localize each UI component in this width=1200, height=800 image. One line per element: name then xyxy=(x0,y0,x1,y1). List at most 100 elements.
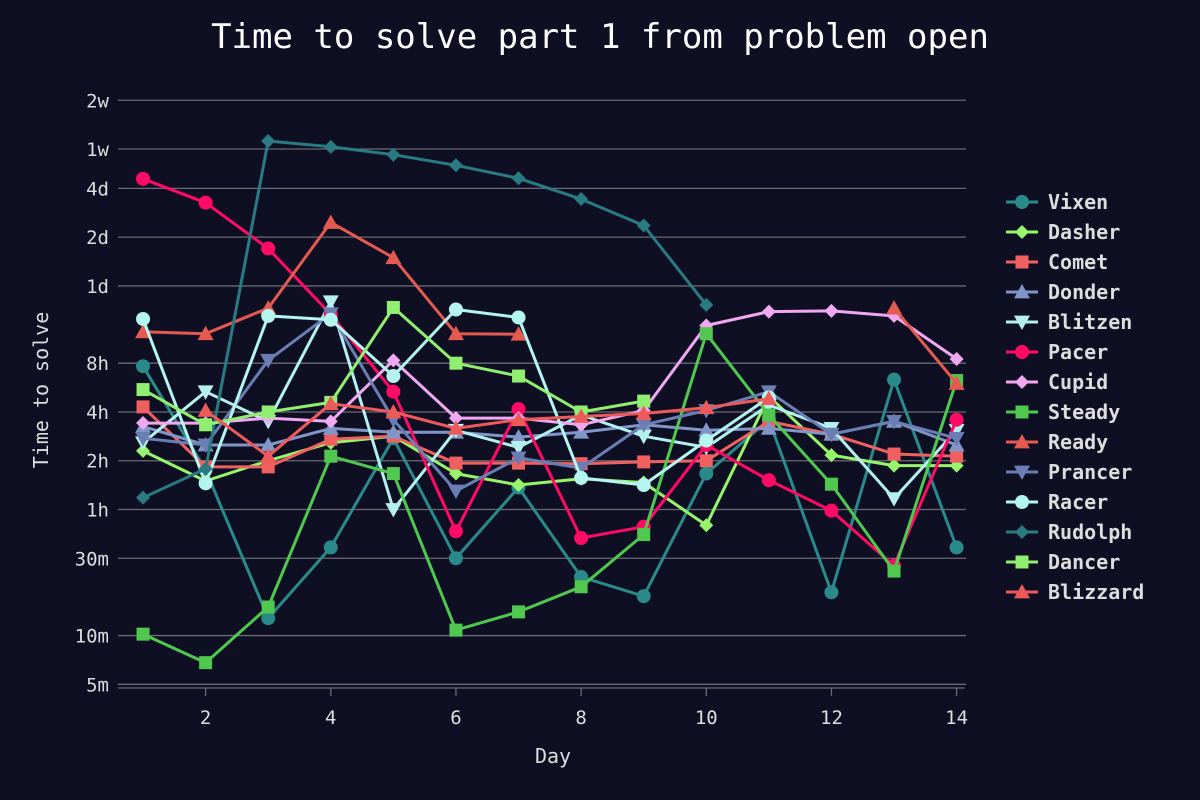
data-point xyxy=(448,466,463,481)
data-point xyxy=(512,605,526,619)
data-point xyxy=(448,551,463,566)
data-point xyxy=(323,139,338,154)
legend-item: Vixen xyxy=(1006,190,1108,214)
data-point xyxy=(511,477,526,492)
data-point xyxy=(761,473,776,488)
legend-marker xyxy=(1014,284,1030,299)
legend-marker xyxy=(1015,495,1029,509)
data-point xyxy=(385,503,402,518)
data-point xyxy=(197,402,214,417)
data-point xyxy=(199,418,213,432)
series-line xyxy=(143,309,958,427)
y-tick-label: 30m xyxy=(75,548,109,570)
data-point xyxy=(635,405,652,420)
data-point xyxy=(135,431,152,447)
data-point xyxy=(824,448,839,463)
x-tick-label: 4 xyxy=(325,707,336,729)
series-line xyxy=(141,365,959,620)
data-point xyxy=(199,656,213,670)
data-point xyxy=(386,467,400,481)
legend-marker xyxy=(1015,255,1029,269)
data-point xyxy=(886,300,903,315)
y-tick-label: 1d xyxy=(86,276,109,298)
data-point xyxy=(386,300,400,314)
data-point xyxy=(324,432,338,446)
data-point xyxy=(886,414,903,430)
data-point xyxy=(447,484,464,500)
data-point xyxy=(887,447,901,461)
y-tick-label: 5m xyxy=(86,674,109,696)
legend-item: Comet xyxy=(1006,250,1108,274)
legend-marker xyxy=(1014,315,1030,330)
data-point xyxy=(761,304,776,319)
data-point xyxy=(824,503,839,518)
data-point xyxy=(385,424,402,439)
legend-item: Donder xyxy=(1006,280,1120,304)
data-point xyxy=(949,412,964,427)
legend-item: Ready xyxy=(1006,430,1108,454)
data-point xyxy=(386,369,401,384)
y-tick-label: 2w xyxy=(86,90,109,112)
y-tick-label: 10m xyxy=(75,626,109,648)
data-point xyxy=(636,589,651,604)
data-point xyxy=(136,383,150,397)
data-point xyxy=(385,249,402,265)
legend-label: Blitzen xyxy=(1048,310,1132,334)
legend-item: Pacer xyxy=(1006,340,1108,364)
data-point xyxy=(260,448,277,463)
data-point xyxy=(886,492,903,507)
legend-item: Rudolph xyxy=(1006,520,1132,544)
data-point xyxy=(824,585,839,600)
data-point xyxy=(824,477,838,491)
data-point xyxy=(322,214,339,229)
legend-item: Racer xyxy=(1006,490,1108,514)
legend: Vixen Dasher Comet Donder Blitzen Pacer Cupid S… xyxy=(1006,190,1144,604)
data-point xyxy=(824,303,839,318)
legend-label: Rudolph xyxy=(1048,520,1132,544)
data-point xyxy=(699,327,713,341)
data-point xyxy=(510,411,527,427)
series-rudolph xyxy=(136,133,714,505)
data-point xyxy=(887,564,901,578)
legend-label: Dasher xyxy=(1048,220,1120,244)
y-axis-ticks: 5m 10m 30m 1h 2h 4h 8h 1d 2d 4d 1w 2w xyxy=(75,90,110,696)
legend-label: Prancer xyxy=(1048,460,1132,484)
legend-label: Racer xyxy=(1048,490,1108,514)
x-tick-label: 10 xyxy=(695,707,718,729)
data-point xyxy=(386,353,401,368)
series-steady xyxy=(136,327,964,670)
data-point xyxy=(698,399,715,415)
series-line xyxy=(142,332,959,665)
legend-marker xyxy=(1015,195,1029,209)
data-point xyxy=(950,449,964,463)
data-point xyxy=(385,403,402,419)
data-point xyxy=(760,420,777,435)
data-point xyxy=(511,171,526,186)
data-point xyxy=(323,540,338,555)
data-point xyxy=(386,147,401,162)
legend-marker xyxy=(1015,375,1029,389)
data-point xyxy=(574,580,588,594)
data-point xyxy=(636,477,651,492)
data-point xyxy=(511,310,526,325)
series-line xyxy=(142,300,958,511)
legend-label: Blizzard xyxy=(1048,580,1144,604)
data-point xyxy=(948,431,965,447)
data-point xyxy=(136,400,150,414)
data-point xyxy=(198,195,213,210)
data-point xyxy=(447,325,464,341)
data-point xyxy=(323,312,338,327)
y-tick-label: 4d xyxy=(86,178,109,200)
data-point xyxy=(322,295,339,310)
data-point xyxy=(637,528,651,542)
data-point xyxy=(324,449,338,463)
series-line xyxy=(204,397,770,458)
plot-series xyxy=(135,133,965,670)
x-axis-ticks: 2 4 6 8 10 12 14 xyxy=(118,687,968,729)
legend-marker xyxy=(1015,405,1029,419)
y-tick-label: 2d xyxy=(86,227,109,249)
x-tick-label: 12 xyxy=(820,707,843,729)
data-point xyxy=(949,540,964,555)
data-point xyxy=(636,218,651,233)
